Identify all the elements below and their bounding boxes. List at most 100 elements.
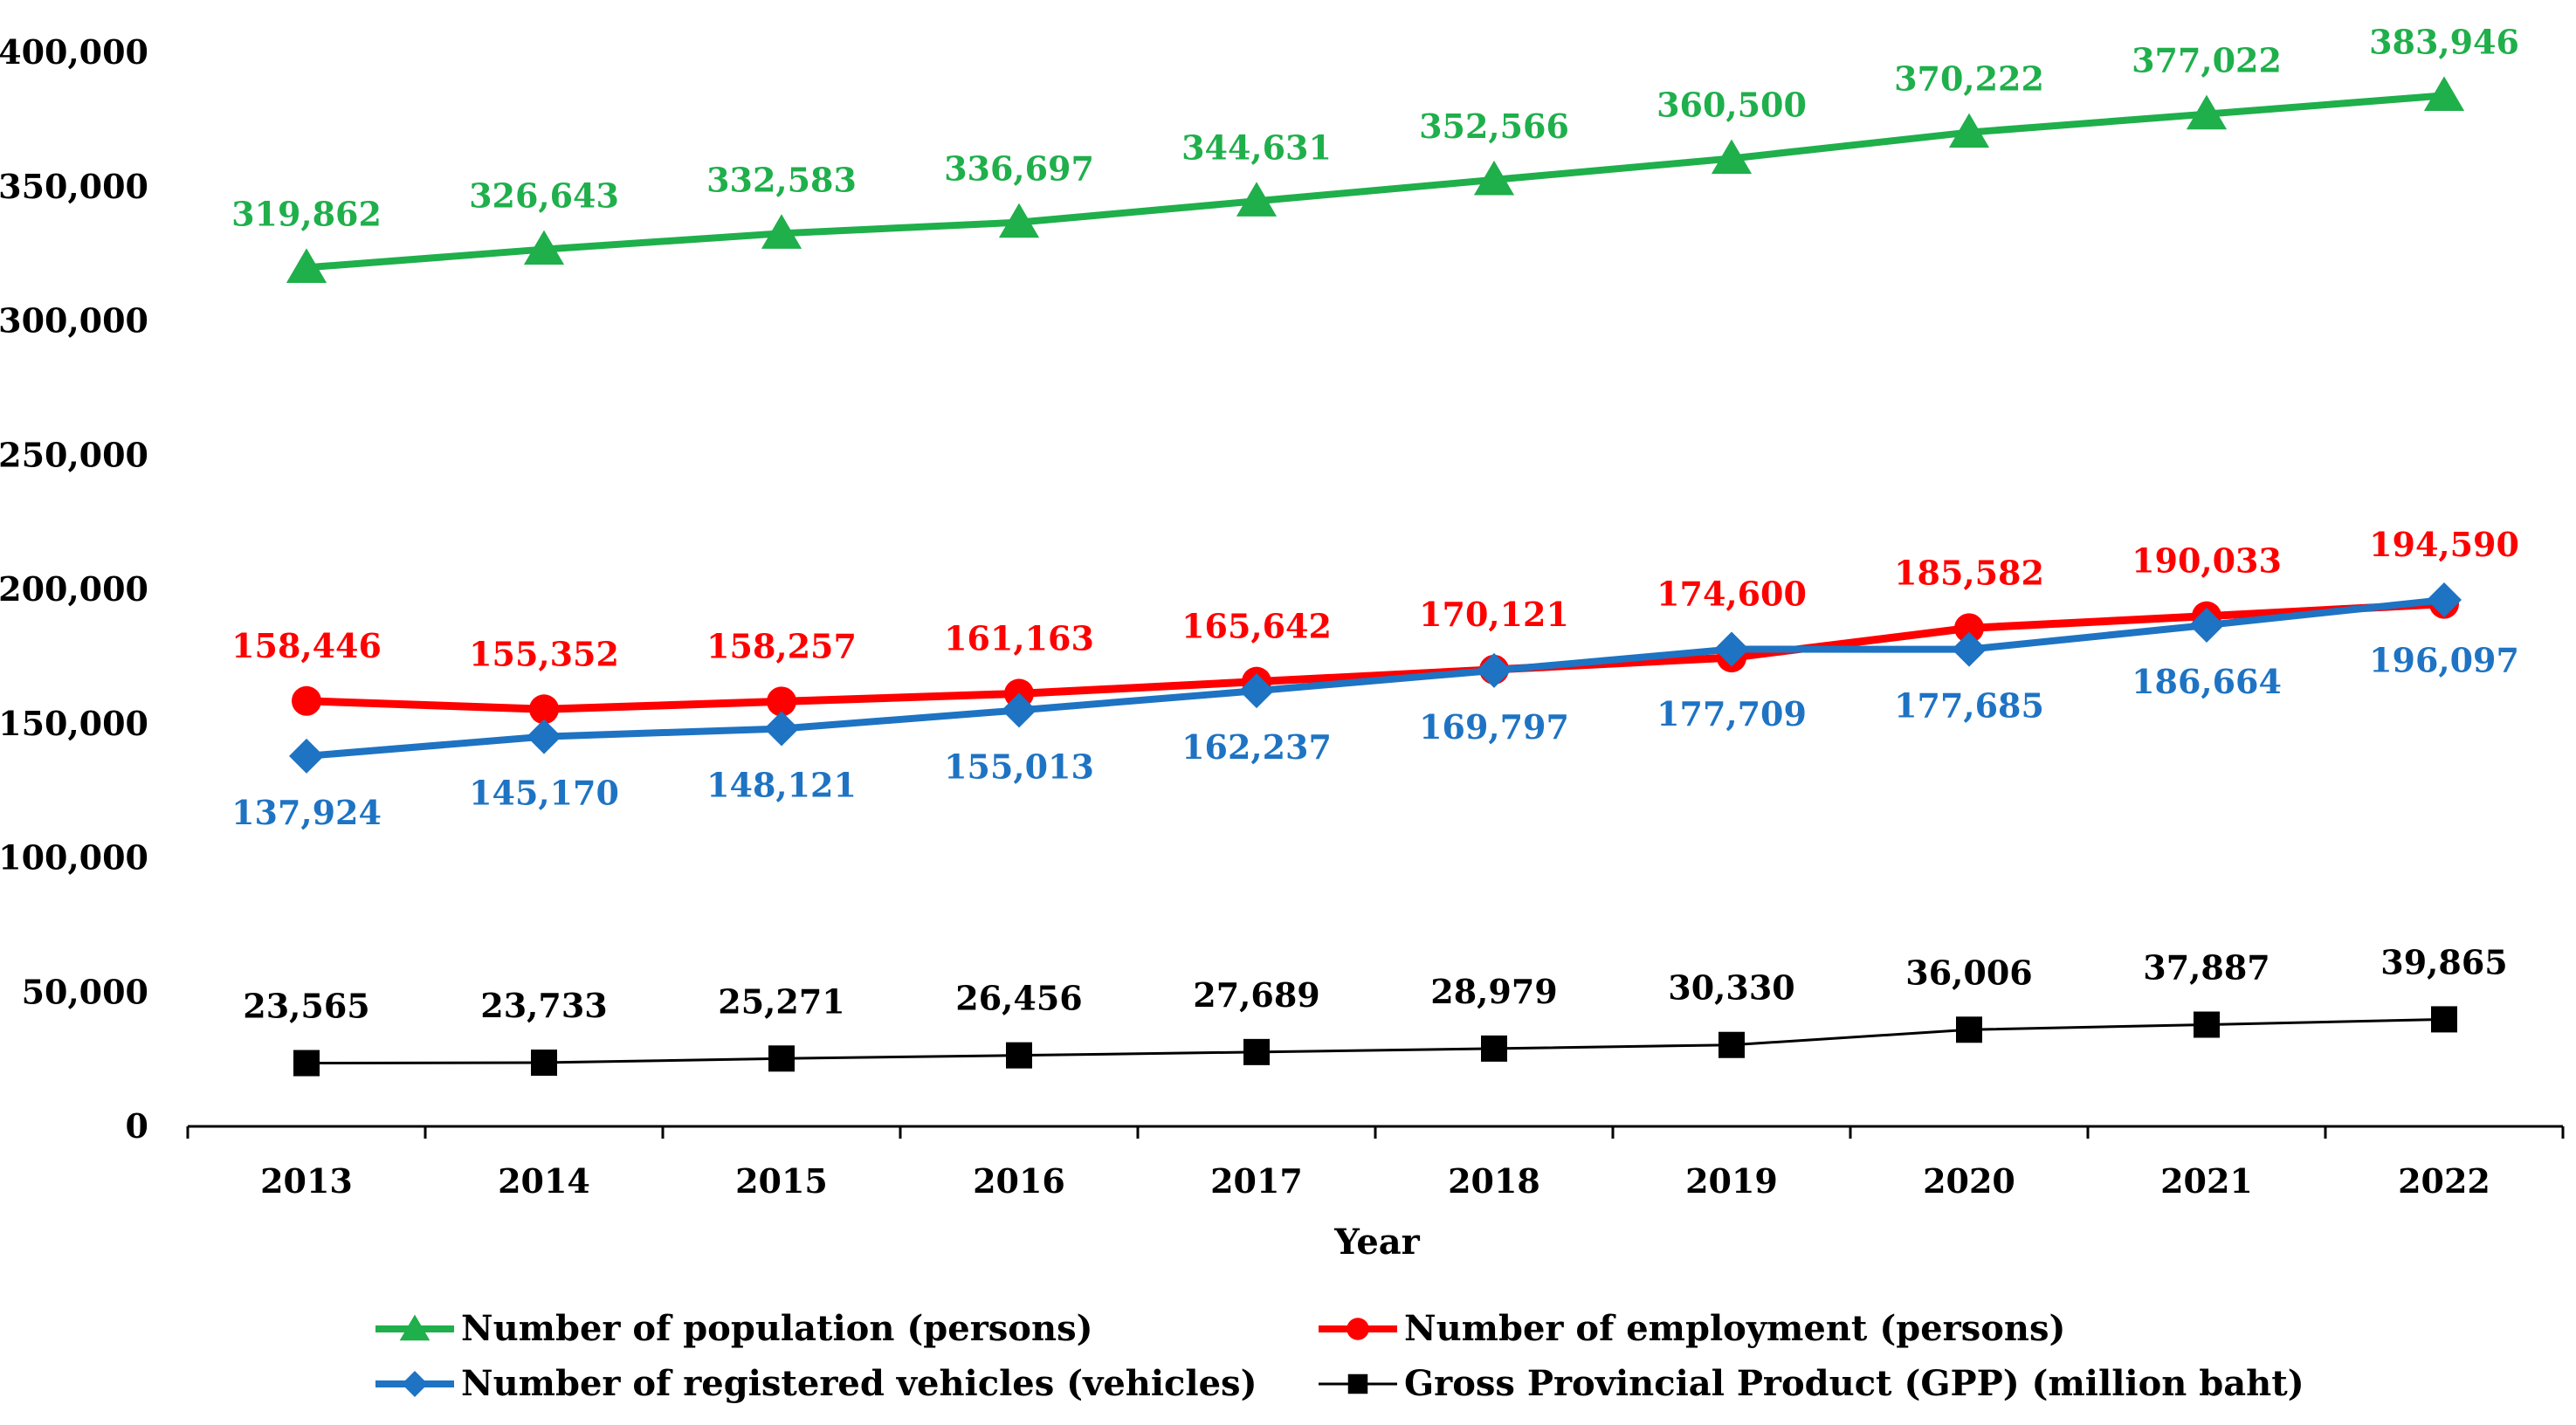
vehicles-data-label: 177,685 [1894,686,2044,726]
population-data-label: 332,583 [706,160,857,199]
vehicles-data-label: 162,237 [1181,727,1332,767]
vehicles-point [289,738,324,774]
legend-label-vehicles: Number of registered vehicles (vehicles) [461,1363,1257,1404]
gpp-data-label: 36,006 [1905,953,2032,992]
population-data-label: 319,862 [231,194,382,233]
employment-data-label: 185,582 [1894,553,2044,592]
vehicles-data-label: 196,097 [2369,641,2519,680]
population-point [1948,113,1990,148]
vehicles-data-label: 148,121 [706,766,857,805]
population-data-label: 370,222 [1894,59,2044,99]
series-line-gpp [306,1017,2445,1065]
employment-point [292,685,321,716]
employment-data-label: 158,257 [706,626,857,665]
y-tick-label: 400,000 [0,32,148,72]
population-point [2186,94,2228,130]
gpp-data-label: 37,887 [2143,947,2269,987]
vehicles-point [1952,631,1987,667]
gpp-data-label: 28,979 [1430,972,1557,1011]
gpp-point [531,1050,557,1077]
legend-marker-vehicles [402,1371,428,1397]
y-tick-label: 250,000 [0,435,148,474]
y-tick-label: 200,000 [0,569,148,609]
employment-point [767,686,796,717]
population-point [1236,182,1278,217]
y-tick-label: 300,000 [0,301,148,341]
population-data-label: 326,643 [469,176,619,216]
gpp-point [2431,1006,2457,1033]
series-line-employment [306,600,2445,713]
y-tick-label: 0 [126,1106,148,1146]
gpp-point [1718,1031,1745,1058]
population-data-label: 344,631 [1181,127,1332,167]
y-tick-label: 150,000 [0,704,148,743]
vehicles-point [1239,673,1274,709]
gpp-point [1243,1038,1270,1065]
gpp-data-label: 27,689 [1193,975,1319,1015]
employment-point [1954,613,1984,644]
vehicles-point [1477,652,1512,688]
x-tick-label: 2019 [1685,1161,1778,1201]
series-line-vehicles [306,596,2445,760]
vehicles-point [2189,608,2224,644]
vehicles-data-label: 145,170 [469,774,619,813]
x-tick-label: 2020 [1923,1161,2015,1201]
x-axis-label: Year [1333,1222,1420,1263]
employment-data-label: 174,600 [1656,575,1807,614]
population-point [761,214,802,249]
gpp-data-label: 26,456 [955,979,1082,1018]
population-point [998,203,1040,238]
vehicles-data-label: 169,797 [1419,707,1569,747]
population-point [1711,139,1753,175]
gpp-point [1006,1042,1032,1069]
x-tick-label: 2022 [2398,1161,2490,1201]
employment-data-label: 194,590 [2369,525,2519,564]
vehicles-data-label: 186,664 [2132,662,2282,701]
x-tick-label: 2013 [260,1161,353,1201]
gpp-point [1481,1035,1507,1062]
population-point [286,248,327,284]
vehicles-data-label: 155,013 [944,747,1094,786]
series-line-population [306,92,2445,272]
legend-label-gpp: Gross Provincial Product (GPP) (million … [1404,1363,2304,1404]
gpp-point [2194,1011,2220,1038]
y-tick-label: 350,000 [0,167,148,206]
employment-data-label: 158,446 [231,626,382,665]
gpp-point [768,1045,795,1072]
x-tick-label: 2015 [735,1161,828,1201]
population-data-label: 377,022 [2132,41,2282,80]
legend-label-employment: Number of employment (persons) [1404,1308,2065,1349]
gpp-data-label: 39,865 [2380,942,2507,981]
gpp-data-label: 30,330 [1668,968,1794,1008]
gpp-data-label: 25,271 [718,981,844,1021]
population-data-label: 352,566 [1419,107,1569,146]
population-data-label: 360,500 [1656,85,1807,124]
vehicles-point [1714,631,1749,667]
vehicles-point [764,711,799,747]
population-point [1473,160,1515,196]
employment-data-label: 170,121 [1419,595,1569,634]
employment-data-label: 155,352 [469,634,619,673]
x-tick-label: 2014 [498,1161,590,1201]
population-data-label: 336,697 [944,149,1094,189]
vehicles-point [1002,692,1037,728]
x-tick-label: 2018 [1448,1161,1540,1201]
x-tick-label: 2017 [1210,1161,1303,1201]
legend-label-population: Number of population (persons) [461,1308,1093,1349]
vehicles-data-label: 137,924 [231,793,382,832]
employment-data-label: 190,033 [2132,541,2282,581]
employment-data-label: 161,163 [944,618,1094,657]
x-tick-label: 2021 [2160,1161,2253,1201]
gpp-data-label: 23,733 [480,986,607,1025]
gpp-point [293,1050,320,1077]
employment-point [529,694,559,725]
legend-marker-gpp [1347,1373,1368,1394]
legend-marker-employment [1347,1318,1369,1340]
legend-marker-population [399,1314,430,1341]
gpp-point [1956,1016,1982,1043]
y-tick-label: 50,000 [22,972,148,1011]
population-point [2423,76,2465,111]
vehicles-data-label: 177,709 [1656,694,1807,733]
